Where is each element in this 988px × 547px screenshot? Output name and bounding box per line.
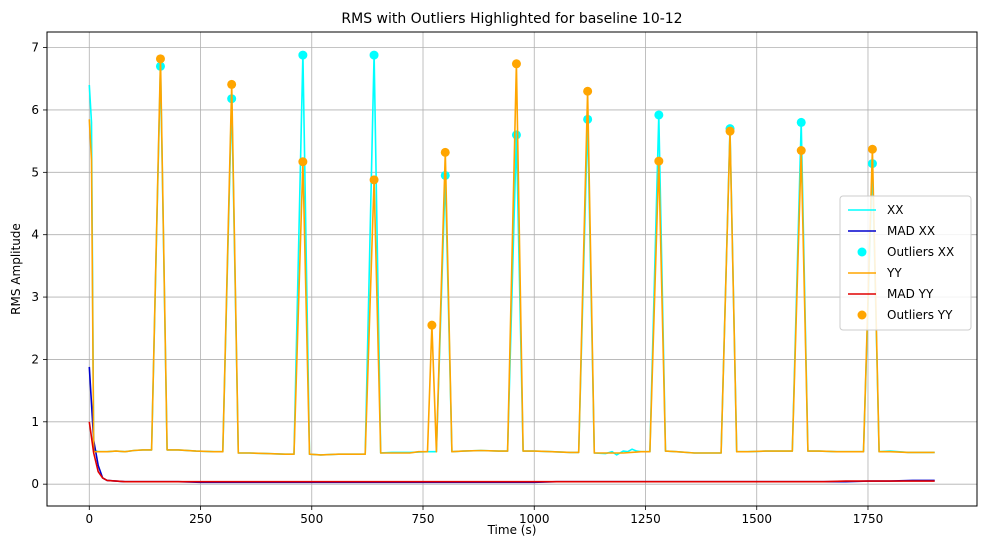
chart-title: RMS with Outliers Highlighted for baseli… [341, 11, 682, 27]
y-axis-ticks: 0 1 2 3 4 5 6 7 [31, 41, 47, 491]
outlier-point-outliers-yy [440, 147, 450, 157]
plot-series [88, 50, 935, 484]
legend-label: Outliers XX [887, 245, 954, 259]
outlier-point-outliers-yy [654, 156, 664, 166]
outlier-point-outliers-yy [511, 59, 521, 69]
x-axis-ticks: 0 250 500 750 1000 1250 1500 1750 [85, 506, 883, 526]
x-tick-label: 1500 [741, 512, 772, 526]
outlier-point-outliers-yy [725, 126, 735, 136]
y-axis-label: RMS Amplitude [9, 223, 23, 315]
y-tick-label: 0 [31, 477, 39, 491]
x-tick-label: 0 [85, 512, 93, 526]
outlier-point-outliers-yy [298, 157, 308, 167]
x-tick-label: 1750 [853, 512, 884, 526]
x-tick-label: 1250 [630, 512, 661, 526]
x-axis-label: Time (s) [487, 523, 537, 537]
plot-frame [46, 31, 978, 507]
y-tick-label: 1 [31, 415, 39, 429]
series-line-yy [88, 57, 935, 456]
outlier-point-outliers-xx [369, 50, 379, 60]
legend-label: Outliers YY [887, 308, 953, 322]
y-tick-label: 4 [31, 228, 39, 242]
outlier-point-outliers-yy [369, 175, 379, 185]
outlier-point-outliers-yy [583, 86, 593, 96]
x-tick-label: 1000 [519, 512, 550, 526]
x-tick-label: 750 [412, 512, 435, 526]
outlier-point-outliers-yy [155, 54, 165, 64]
legend-box [839, 195, 972, 331]
y-tick-label: 2 [31, 352, 39, 366]
legend-label: YY [886, 266, 902, 280]
outlier-point-outliers-xx [298, 50, 308, 60]
x-tick-label: 500 [300, 512, 323, 526]
series-line-mad-yy [88, 421, 935, 483]
outlier-point-outliers-xx [511, 130, 521, 140]
legend-label: XX [887, 203, 903, 217]
outlier-point-outliers-xx [796, 117, 806, 127]
legend-swatch-outliers-yy [857, 310, 867, 320]
legend-label: MAD XX [887, 224, 935, 238]
y-tick-label: 6 [31, 103, 39, 117]
outlier-point-outliers-xx [654, 110, 664, 120]
y-tick-label: 5 [31, 165, 39, 179]
legend: XX MAD XX Outliers XX YY MAD YY Outliers YY [839, 195, 972, 331]
outlier-point-outliers-yy [867, 144, 877, 154]
outlier-point-outliers-yy [427, 320, 437, 330]
outlier-point-outliers-yy [227, 79, 237, 89]
x-tick-label: 250 [189, 512, 212, 526]
y-tick-label: 3 [31, 290, 39, 304]
legend-swatch-outliers-xx [857, 247, 867, 257]
outlier-point-outliers-yy [796, 146, 806, 155]
y-tick-label: 7 [31, 41, 39, 55]
legend-label: MAD YY [887, 287, 934, 301]
